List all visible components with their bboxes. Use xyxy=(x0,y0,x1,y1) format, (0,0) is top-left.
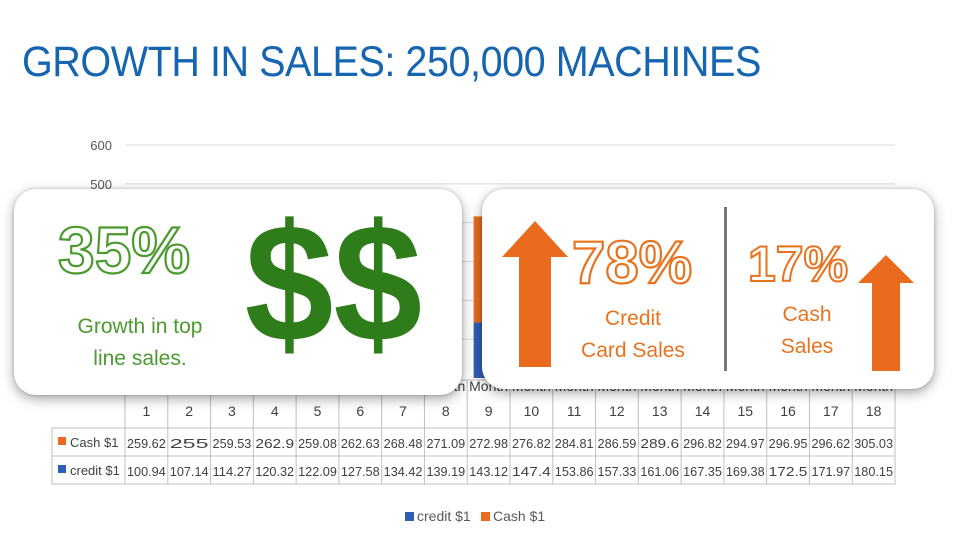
cash-percent-text: 17% xyxy=(748,236,848,292)
table-cash-swatch xyxy=(58,437,66,445)
table-credit-value: 134.42 xyxy=(384,464,423,479)
table-month-number: 3 xyxy=(228,403,236,419)
table-cash-value: 305.03 xyxy=(854,436,893,451)
table-cash-value: 284.81 xyxy=(555,436,594,451)
table-cash-value: 262.63 xyxy=(341,436,380,451)
table-cash-value: 294.97 xyxy=(726,436,765,451)
table-cash-value: 268.48 xyxy=(384,436,423,451)
table-month-number: 17 xyxy=(823,403,839,419)
table-credit-value: 171.97 xyxy=(811,464,850,479)
table-credit-value: 172.5 xyxy=(769,464,808,479)
sales-breakdown-card: 78% Credit Card Sales 17% Cash Sales xyxy=(482,189,934,389)
table-month-number: 14 xyxy=(695,403,711,419)
table-month-number: 11 xyxy=(567,403,582,419)
table-month-number: 8 xyxy=(442,403,450,419)
table-credit-swatch xyxy=(58,465,66,473)
legend-label-cash: Cash $1 xyxy=(493,508,545,524)
legend-label-credit: credit $1 xyxy=(417,508,471,524)
table-credit-value: 107.14 xyxy=(170,464,209,479)
table-month-number: 6 xyxy=(356,403,364,419)
credit-percent: 78% xyxy=(571,228,693,295)
table-month-number: 18 xyxy=(866,403,882,419)
table-credit-value: 157.33 xyxy=(598,464,637,479)
table-month-number: 1 xyxy=(142,403,150,419)
cash-caption: Cash Sales xyxy=(752,299,862,363)
table-credit-value: 161.06 xyxy=(640,464,679,479)
table-month-number: 15 xyxy=(737,403,753,419)
table-month-number: 5 xyxy=(314,403,322,419)
table-credit-value: 114.27 xyxy=(213,464,252,479)
credit-caption-line1: Credit xyxy=(604,307,662,330)
table-cash-value: 272.98 xyxy=(469,436,508,451)
table-cash-value: 296.62 xyxy=(811,436,850,451)
table-cash-value: 259.62 xyxy=(127,436,166,451)
table-cash-value: 276.82 xyxy=(512,436,551,451)
table-cash-value: 296.95 xyxy=(769,436,808,451)
cash-caption-line2: Sales xyxy=(780,335,834,358)
cash-caption-line1: Cash xyxy=(782,303,832,326)
card-divider xyxy=(724,207,727,371)
slide-title: GROWTH IN SALES: 250,000 MACHINES xyxy=(22,38,761,86)
credit-arrow-up-icon xyxy=(502,221,568,367)
table-credit-value: 100.94 xyxy=(127,464,166,479)
table-month-number: 9 xyxy=(485,403,493,419)
dollar-signs-icon: $$ xyxy=(244,189,423,377)
y-tick-label: 600 xyxy=(90,138,112,153)
growth-caption-line2: line sales. xyxy=(93,347,187,370)
growth-percent-text: 35% xyxy=(58,215,190,285)
table-month-number: 12 xyxy=(609,403,625,419)
table-month-number: 16 xyxy=(780,403,796,419)
table-credit-value: 169.38 xyxy=(726,464,765,479)
table-cash-value: 259.08 xyxy=(298,436,337,451)
cash-arrow-up-icon xyxy=(858,255,914,371)
table-credit-value: 120.32 xyxy=(255,464,294,479)
table-cash-value: 289.6 xyxy=(640,436,679,451)
table-cash-value: 296.82 xyxy=(683,436,722,451)
growth-caption: Growth in top line sales. xyxy=(54,311,226,375)
growth-caption-line1: Growth in top xyxy=(77,315,203,338)
table-month-number: 10 xyxy=(524,403,540,419)
table-cash-value: 286.59 xyxy=(598,436,637,451)
table-cash-value: 259.53 xyxy=(213,436,252,451)
table-credit-value: 127.58 xyxy=(341,464,380,479)
y-axis-ticks: 600 500 xyxy=(90,138,112,192)
y-tick-label: 500 xyxy=(90,177,112,192)
table-credit-value: 153.86 xyxy=(555,464,594,479)
growth-card: 35% Growth in top line sales. $$ xyxy=(14,189,462,395)
table-row-label-credit: credit $1 xyxy=(70,463,120,478)
table-credit-value: 122.09 xyxy=(298,464,337,479)
table-credit-value: 167.35 xyxy=(683,464,722,479)
growth-percent: 35% xyxy=(57,215,191,285)
table-month-number: 7 xyxy=(399,403,407,419)
table-month-number: 13 xyxy=(652,403,668,419)
table-credit-value: 139.19 xyxy=(426,464,465,479)
table-row-label-cash: Cash $1 xyxy=(70,435,118,450)
credit-caption: Credit Card Sales xyxy=(566,303,700,367)
table-cash-value: 262.9 xyxy=(255,436,294,451)
credit-percent-text: 78% xyxy=(572,229,692,295)
legend-swatch-credit xyxy=(405,512,414,521)
cash-percent: 17% xyxy=(747,235,849,293)
chart-legend: credit $1 Cash $1 xyxy=(405,508,545,524)
table-credit-value: 143.12 xyxy=(469,464,508,479)
table-month-number: 4 xyxy=(271,403,279,419)
table-credit-value: 147.4 xyxy=(512,464,551,479)
table-month-number: 2 xyxy=(185,403,193,419)
table-credit-value: 180.15 xyxy=(854,464,893,479)
credit-caption-line2: Card Sales xyxy=(581,339,685,362)
table-cash-value: 255 xyxy=(170,436,209,451)
table-cash-value: 271.09 xyxy=(426,436,465,451)
legend-swatch-cash xyxy=(481,512,490,521)
